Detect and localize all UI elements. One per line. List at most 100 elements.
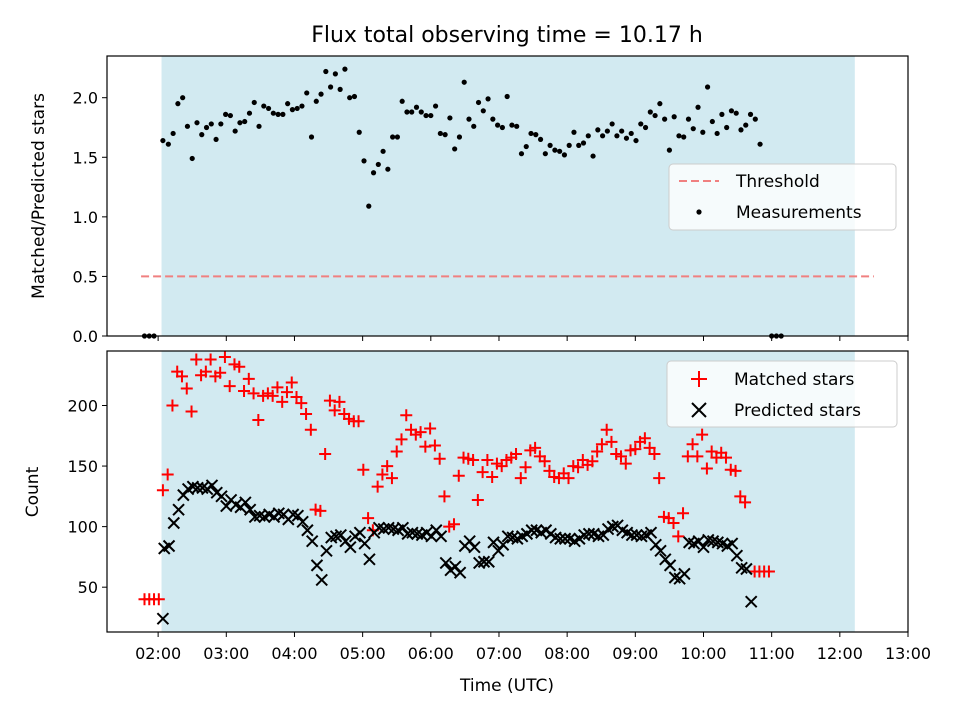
matched-star-point xyxy=(438,490,451,503)
x-tick-label: 11:00 xyxy=(749,644,795,663)
predicted-star-point xyxy=(243,503,257,516)
matched-star-point xyxy=(190,353,203,366)
measurement-point xyxy=(456,134,463,140)
measurement-point xyxy=(351,93,358,100)
y-tick-label: 200 xyxy=(67,397,98,416)
matched-star-point xyxy=(161,468,174,481)
measurement-point xyxy=(657,101,663,107)
measurement-point xyxy=(251,99,257,106)
matched-star-point xyxy=(615,450,628,463)
measurement-point xyxy=(318,91,324,97)
matched-star-point xyxy=(600,423,613,436)
matched-star-point xyxy=(686,438,699,451)
x-tick-label: 12:00 xyxy=(817,644,863,663)
measurement-point xyxy=(685,116,692,122)
threshold-legend-label: Threshold xyxy=(735,172,820,192)
predicted-star-point xyxy=(496,538,510,552)
measurements-legend-swatch xyxy=(696,209,702,215)
predicted-star-point xyxy=(663,559,677,572)
predicted-star-point xyxy=(554,532,567,545)
matched-star-point xyxy=(543,464,556,477)
predicted-star-point xyxy=(320,544,333,558)
matched-star-point xyxy=(304,423,317,436)
matched-star-point xyxy=(452,469,465,482)
matched-star-point xyxy=(519,461,532,474)
measurement-point xyxy=(743,122,749,128)
matched-star-point xyxy=(700,462,713,475)
bottom-y-label: Count xyxy=(23,466,43,517)
predicted-legend-swatch xyxy=(691,402,707,418)
matched-star-point xyxy=(471,493,484,506)
measurement-point xyxy=(638,121,644,127)
measurement-point xyxy=(375,161,381,168)
matched-star-point xyxy=(586,455,599,468)
measurement-point xyxy=(404,109,410,115)
measurement-point xyxy=(704,84,711,90)
x-tick-label: 07:00 xyxy=(476,644,522,663)
bottom-legend-box xyxy=(666,360,898,428)
matched-star-point xyxy=(333,395,346,408)
top-panel: 0.00.51.01.52.0 Matched/Predicted stars … xyxy=(29,55,909,346)
matched-star-point xyxy=(371,480,384,493)
measurement-point xyxy=(495,122,501,128)
measurement-point xyxy=(714,130,720,137)
matched-star-point xyxy=(638,432,651,445)
predicted-star-point xyxy=(301,524,314,537)
y-tick-label: 1.0 xyxy=(73,208,98,227)
predicted-star-point xyxy=(468,541,481,554)
predicted-star-point xyxy=(358,537,371,550)
measurement-point xyxy=(623,135,630,141)
measurement-point xyxy=(728,108,735,114)
measurement-point xyxy=(370,170,377,176)
matched-star-point xyxy=(467,454,480,467)
predicted-star-point xyxy=(725,537,739,550)
measurement-point xyxy=(523,143,529,150)
x-tick-label: 04:00 xyxy=(271,644,317,663)
measurement-point xyxy=(504,93,510,100)
matched-legend-swatch xyxy=(691,371,707,387)
predicted-star-point xyxy=(363,553,376,566)
matched-star-point xyxy=(352,415,365,428)
matched-star-point xyxy=(696,428,709,441)
measurement-point xyxy=(666,147,673,153)
predicted-star-point xyxy=(239,496,252,509)
matched-star-point xyxy=(252,414,265,427)
matched-star-point xyxy=(218,351,231,364)
predicted-star-point xyxy=(745,595,758,608)
measurement-point xyxy=(299,103,305,109)
predicted-star-point xyxy=(315,573,328,587)
matched-star-point xyxy=(762,565,775,578)
measurement-point xyxy=(480,108,486,114)
measurement-point xyxy=(719,111,725,117)
measurement-point xyxy=(681,134,687,140)
bottom-legend: Matched stars Predicted stars xyxy=(666,360,898,428)
matched-star-point xyxy=(591,445,604,458)
measurement-point xyxy=(485,96,491,102)
x-axis-label: Time (UTC) xyxy=(459,676,554,696)
measurement-point xyxy=(323,68,329,75)
measurement-point xyxy=(313,98,319,104)
measurement-point xyxy=(642,124,649,131)
measurement-point xyxy=(308,134,315,140)
matched-star-point xyxy=(476,466,489,479)
predicted-star-point xyxy=(582,527,596,541)
matched-star-point xyxy=(199,365,212,378)
matched-star-point xyxy=(280,386,293,399)
y-tick-label: 0.5 xyxy=(73,267,98,286)
measurement-point xyxy=(337,86,343,92)
measurement-point xyxy=(561,152,568,158)
measurement-point xyxy=(490,116,496,122)
measurement-point xyxy=(595,127,601,133)
matched-star-point xyxy=(739,496,752,509)
measurement-point xyxy=(690,126,696,132)
matched-star-point xyxy=(271,381,284,394)
x-tick-label: 13:00 xyxy=(885,644,931,663)
matched-star-point xyxy=(357,463,370,476)
matched-star-point xyxy=(414,426,427,439)
measurement-point xyxy=(509,122,515,128)
measurement-point xyxy=(332,71,338,77)
measurement-point xyxy=(180,95,186,101)
matched-star-point xyxy=(495,460,508,473)
measurement-point xyxy=(256,123,262,129)
